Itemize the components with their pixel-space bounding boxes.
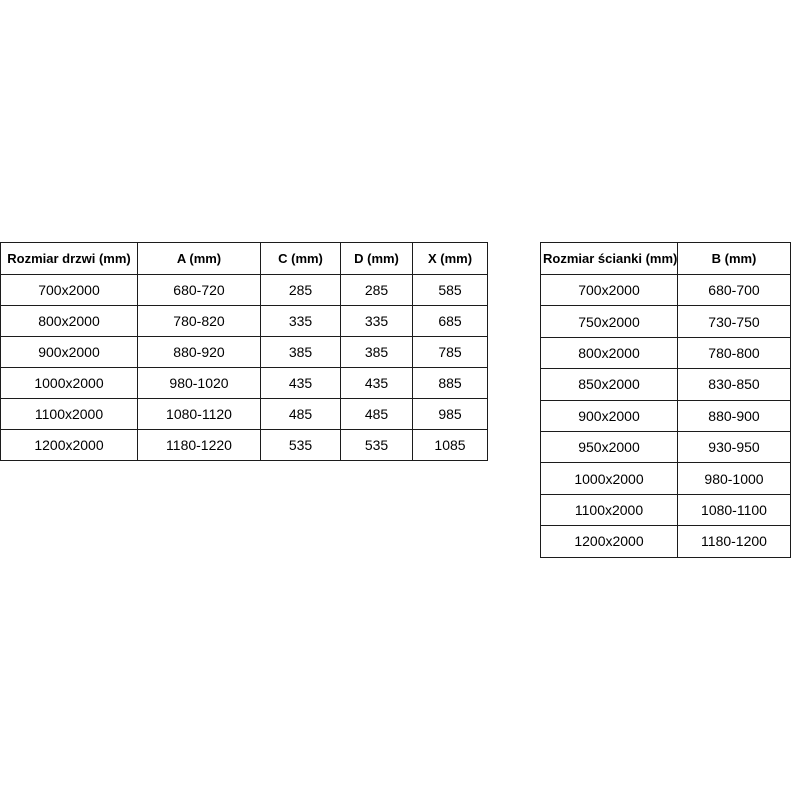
header-cell: C (mm)	[260, 242, 341, 275]
header-cell: D (mm)	[340, 242, 413, 275]
table-cell: 800x2000	[540, 336, 678, 370]
table-cell: 680-720	[137, 274, 261, 306]
table-cell: 1080-1120	[137, 398, 261, 430]
table-cell: 285	[260, 274, 341, 306]
wall-panel-size-table: Rozmiar ścianki (mm) B (mm) 700x2000 680-7…	[540, 242, 791, 558]
table-cell: 750x2000	[540, 305, 678, 338]
table-cell: 1200x2000	[540, 525, 678, 558]
door-table-header-row: Rozmiar drzwi (mm) A (mm) C (mm) D (mm) X (m…	[0, 242, 488, 275]
table-cell: 1180-1220	[137, 429, 261, 461]
table-row: 700x2000 680-720 285 285 585	[0, 274, 488, 306]
wall-table-header-row: Rozmiar ścianki (mm) B (mm)	[540, 242, 791, 275]
table-cell: 980-1020	[137, 367, 261, 399]
table-row: 700x2000 680-700	[540, 273, 791, 307]
table-row: 1200x2000 1180-1220 535 535 1085	[0, 429, 488, 461]
table-cell: 435	[260, 367, 341, 399]
header-cell: A (mm)	[137, 242, 261, 275]
header-cell: Rozmiar ścianki (mm)	[540, 242, 678, 275]
table-cell: 335	[340, 305, 413, 337]
table-cell: 950x2000	[540, 430, 678, 464]
table-cell: 780-820	[137, 305, 261, 337]
table-cell: 535	[340, 429, 413, 461]
header-cell: X (mm)	[412, 242, 488, 275]
table-row: 900x2000 880-900	[540, 399, 791, 432]
table-cell: 1200x2000	[0, 429, 138, 461]
table-row: 750x2000 730-750	[540, 305, 791, 338]
table-cell: 1000x2000	[540, 462, 678, 495]
door-size-table: Rozmiar drzwi (mm) A (mm) C (mm) D (mm) X (m…	[0, 242, 488, 461]
table-row: 800x2000 780-800	[540, 336, 791, 370]
table-cell: 335	[260, 305, 341, 337]
table-cell: 385	[340, 336, 413, 368]
door-table-body: 700x2000 680-720 285 285 585 800x2000 780-820 3…	[0, 274, 488, 461]
header-cell: B (mm)	[677, 242, 791, 275]
table-cell: 930-950	[677, 430, 791, 464]
table-row: 850x2000 830-850	[540, 368, 791, 401]
table-cell: 485	[340, 398, 413, 430]
table-row: 1000x2000 980-1020 435 435 885	[0, 367, 488, 399]
header-cell: Rozmiar drzwi (mm)	[0, 242, 138, 275]
table-cell: 985	[412, 398, 488, 430]
table-cell: 1100x2000	[540, 493, 678, 527]
table-cell: 435	[340, 367, 413, 399]
table-cell: 800x2000	[0, 305, 138, 337]
table-cell: 1085	[412, 429, 488, 461]
table-cell: 830-850	[677, 368, 791, 401]
table-cell: 1000x2000	[0, 367, 138, 399]
table-cell: 900x2000	[0, 336, 138, 368]
table-cell: 1180-1200	[677, 525, 791, 558]
table-cell: 1080-1100	[677, 493, 791, 527]
table-cell: 730-750	[677, 305, 791, 338]
table-cell: 900x2000	[540, 399, 678, 432]
table-cell: 980-1000	[677, 462, 791, 495]
table-row: 800x2000 780-820 335 335 685	[0, 305, 488, 337]
table-cell: 700x2000	[0, 274, 138, 306]
table-cell: 385	[260, 336, 341, 368]
table-cell: 785	[412, 336, 488, 368]
table-row: 1100x2000 1080-1120 485 485 985	[0, 398, 488, 430]
table-row: 900x2000 880-920 385 385 785	[0, 336, 488, 368]
table-row: 1100x2000 1080-1100	[540, 493, 791, 527]
table-cell: 680-700	[677, 273, 791, 307]
table-row: 1000x2000 980-1000	[540, 462, 791, 495]
table-cell: 885	[412, 367, 488, 399]
table-row: 1200x2000 1180-1200	[540, 525, 791, 558]
table-cell: 535	[260, 429, 341, 461]
table-cell: 850x2000	[540, 368, 678, 401]
table-cell: 585	[412, 274, 488, 306]
table-cell: 880-920	[137, 336, 261, 368]
table-row: 950x2000 930-950	[540, 430, 791, 464]
table-cell: 700x2000	[540, 273, 678, 307]
table-cell: 285	[340, 274, 413, 306]
table-cell: 685	[412, 305, 488, 337]
table-cell: 780-800	[677, 336, 791, 370]
table-cell: 880-900	[677, 399, 791, 432]
wall-table-body: 700x2000 680-700 750x2000 730-750 800x2000 78…	[540, 273, 791, 558]
table-cell: 1100x2000	[0, 398, 138, 430]
table-cell: 485	[260, 398, 341, 430]
